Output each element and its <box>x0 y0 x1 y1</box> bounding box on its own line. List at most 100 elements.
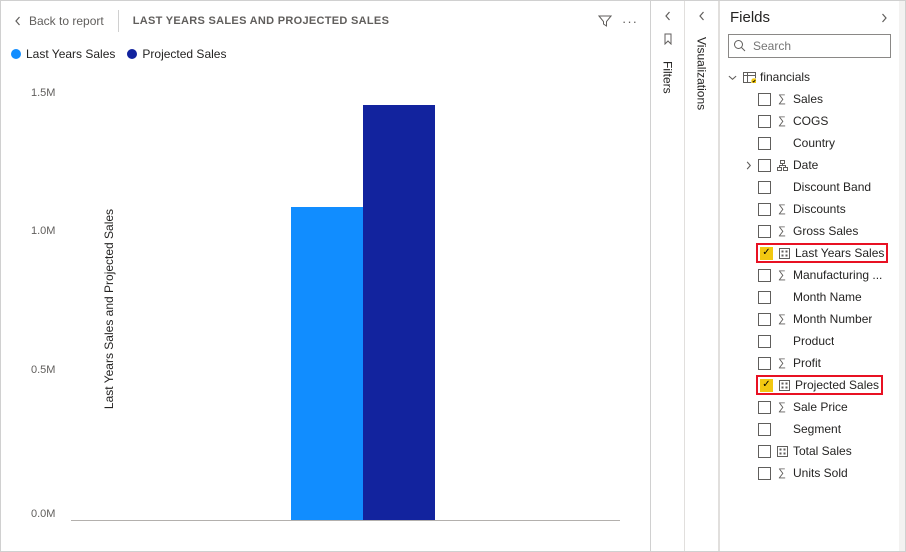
field-row[interactable]: ∑Profit <box>726 352 895 374</box>
field-checkbox[interactable] <box>758 467 771 480</box>
field-checkbox[interactable] <box>758 181 771 194</box>
bar[interactable] <box>291 207 363 520</box>
fields-search <box>728 34 891 58</box>
more-options-icon[interactable]: ··· <box>622 14 638 29</box>
field-row[interactable]: ∑COGS <box>726 110 895 132</box>
field-row[interactable]: Discount Band <box>726 176 895 198</box>
bookmark-icon[interactable] <box>662 33 674 45</box>
chevron-left-icon <box>13 16 23 26</box>
sigma-icon: ∑ <box>775 467 789 479</box>
legend-item[interactable]: Last Years Sales <box>11 47 115 61</box>
chart-plot: 1.5M1.0M0.5M0.0M <box>71 77 620 521</box>
table-node[interactable]: financials <box>726 66 895 88</box>
y-tick-label: 1.5M <box>31 87 55 99</box>
field-row[interactable]: ∑ Sale Price <box>726 396 895 418</box>
field-name: Discounts <box>793 202 846 216</box>
field-name: Gross Sales <box>793 224 858 238</box>
visual-title: LAST YEARS SALES AND PROJECTED SALES <box>133 15 390 27</box>
field-checkbox[interactable] <box>758 159 771 172</box>
field-row[interactable]: ∑ Sales <box>726 88 895 110</box>
field-checkbox[interactable] <box>758 93 771 106</box>
sigma-icon: ∑ <box>775 401 789 413</box>
field-row[interactable]: Country <box>726 132 895 154</box>
sigma-icon: ∑ <box>775 93 789 105</box>
filter-icon[interactable] <box>598 14 612 28</box>
field-row[interactable]: ∑ Gross Sales <box>726 220 895 242</box>
field-checkbox[interactable] <box>758 291 771 304</box>
chevron-right-icon[interactable] <box>879 13 889 23</box>
field-checkbox[interactable] <box>760 379 773 392</box>
field-name: Segment <box>793 422 841 436</box>
field-checkbox[interactable] <box>758 423 771 436</box>
fields-pane: Fields financials ∑Sales∑COGSCountryDate… <box>719 1 899 551</box>
hierarchy-icon <box>775 160 789 171</box>
field-checkbox[interactable] <box>758 401 771 414</box>
field-row[interactable]: Total Sales <box>726 440 895 462</box>
chevron-down-icon[interactable] <box>726 73 738 82</box>
report-canvas: Back to report LAST YEARS SALES AND PROJ… <box>1 1 651 551</box>
field-checkbox[interactable] <box>758 115 771 128</box>
back-to-report-button[interactable]: Back to report <box>13 14 104 28</box>
field-name: Profit <box>793 356 821 370</box>
measure-icon <box>777 248 791 259</box>
field-checkbox[interactable] <box>758 225 771 238</box>
field-checkbox[interactable] <box>758 137 771 150</box>
field-name: COGS <box>793 114 828 128</box>
header-divider <box>118 10 119 32</box>
field-row[interactable]: Segment <box>726 418 895 440</box>
field-name: Projected Sales <box>795 378 879 392</box>
fields-tree: financials ∑Sales∑COGSCountryDateDiscoun… <box>720 66 899 551</box>
visualizations-pane-collapsed[interactable]: Visualizations <box>685 1 719 551</box>
expand-left-icon[interactable] <box>697 11 707 21</box>
sigma-icon: ∑ <box>775 225 789 237</box>
chevron-right-icon[interactable] <box>742 161 754 170</box>
measure-icon <box>775 446 789 457</box>
field-row[interactable]: Product <box>726 330 895 352</box>
legend-swatch <box>127 49 137 59</box>
visualizations-label: Visualizations <box>695 37 709 110</box>
field-name: Date <box>793 158 818 172</box>
legend-label: Last Years Sales <box>26 47 115 61</box>
field-row[interactable]: Projected Sales <box>726 374 895 396</box>
sigma-icon: ∑ <box>775 203 789 215</box>
field-checkbox[interactable] <box>758 445 771 458</box>
expand-left-icon[interactable] <box>663 11 673 21</box>
field-name: Total Sales <box>793 444 852 458</box>
field-name: Units Sold <box>793 466 848 480</box>
field-row[interactable]: Date <box>726 154 895 176</box>
y-tick-label: 0.0M <box>31 508 55 520</box>
field-checkbox[interactable] <box>760 247 773 260</box>
fields-header: Fields <box>720 1 899 34</box>
legend-swatch <box>11 49 21 59</box>
table-icon <box>742 72 756 83</box>
field-name: Manufacturing ... <box>793 268 882 282</box>
field-checkbox[interactable] <box>758 313 771 326</box>
field-checkbox[interactable] <box>758 203 771 216</box>
field-row[interactable]: ∑ Manufacturing ... <box>726 264 895 286</box>
back-label: Back to report <box>29 14 104 28</box>
field-name: Discount Band <box>793 180 871 194</box>
field-name: Last Years Sales <box>795 246 884 260</box>
y-tick-label: 0.5M <box>31 364 55 376</box>
field-row[interactable]: Month Name <box>726 286 895 308</box>
field-name: Month Number <box>793 312 872 326</box>
search-input[interactable] <box>728 34 891 58</box>
field-name: Sale Price <box>793 400 848 414</box>
filters-label: Filters <box>661 61 675 94</box>
field-row[interactable]: ∑ Discounts <box>726 198 895 220</box>
field-row[interactable]: ∑Month Number <box>726 308 895 330</box>
field-checkbox[interactable] <box>758 335 771 348</box>
scrollbar-track[interactable] <box>899 1 905 551</box>
bar[interactable] <box>363 105 435 520</box>
sigma-icon: ∑ <box>775 269 789 281</box>
legend-item[interactable]: Projected Sales <box>127 47 226 61</box>
visual-header: Back to report LAST YEARS SALES AND PROJ… <box>1 1 650 41</box>
field-checkbox[interactable] <box>758 269 771 282</box>
field-name: Sales <box>793 92 823 106</box>
filters-pane-collapsed[interactable]: Filters <box>651 1 685 551</box>
field-row[interactable]: Last Years Sales <box>726 242 895 264</box>
table-name: financials <box>760 70 810 84</box>
field-row[interactable]: ∑ Units Sold <box>726 462 895 484</box>
bars-group <box>291 77 435 520</box>
field-checkbox[interactable] <box>758 357 771 370</box>
